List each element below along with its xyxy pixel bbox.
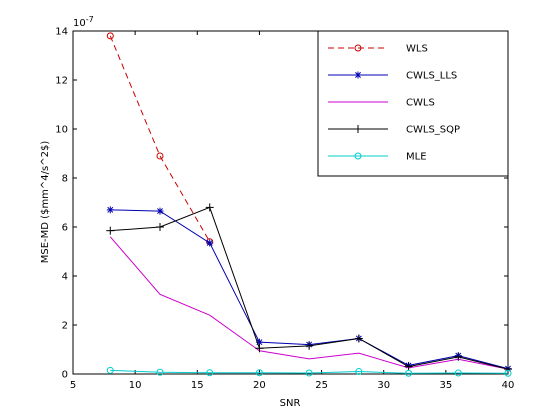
data-point bbox=[305, 369, 313, 377]
data-point bbox=[205, 203, 214, 212]
data-point bbox=[156, 223, 164, 231]
y-tick-label: 2 bbox=[62, 321, 68, 332]
data-point bbox=[354, 125, 362, 133]
data-point bbox=[255, 369, 263, 377]
legend-label: WLS bbox=[406, 44, 428, 55]
marker-stroke bbox=[107, 206, 114, 213]
marker-stroke bbox=[206, 239, 213, 246]
data-point bbox=[206, 369, 214, 377]
x-tick-label: 35 bbox=[439, 380, 452, 391]
axis-ticks: 5 10 15 20 25 30 35 40 0 2 4 6 8 10 12 14 bbox=[55, 27, 514, 392]
legend-box bbox=[317, 30, 509, 177]
legend-label: CWLS_LLS bbox=[406, 71, 457, 82]
legend-item: CWLS_LLS bbox=[328, 71, 457, 82]
y-tick-label: 14 bbox=[55, 27, 68, 38]
legend-item: CWLS_SQP bbox=[328, 125, 460, 136]
series-cwls-sqp bbox=[106, 203, 512, 374]
data-point bbox=[354, 334, 363, 343]
data-point bbox=[355, 368, 363, 376]
data-point bbox=[504, 365, 512, 374]
legend: WLS CWLS_LLS CWLS CWLS_SQP MLE bbox=[317, 30, 509, 177]
data-point bbox=[156, 152, 164, 160]
x-tick-label: 25 bbox=[315, 380, 328, 391]
data-point bbox=[106, 32, 114, 40]
data-point bbox=[106, 206, 114, 214]
y-tick-label: 12 bbox=[55, 76, 68, 87]
y-axis-label: MSE-MD ($mm^4/s^2$) bbox=[40, 141, 51, 264]
data-point bbox=[405, 369, 413, 377]
series-mle bbox=[106, 366, 512, 377]
data-point bbox=[206, 239, 214, 247]
y-exponent-base: 10 bbox=[73, 18, 86, 29]
legend-label: MLE bbox=[406, 152, 427, 163]
y-tick-label: 0 bbox=[62, 370, 68, 381]
data-point bbox=[404, 362, 413, 371]
series-layer bbox=[106, 32, 512, 377]
legend-item: WLS bbox=[328, 44, 428, 55]
y-tick-label: 8 bbox=[62, 174, 68, 185]
data-point bbox=[354, 152, 362, 160]
data-point bbox=[354, 71, 362, 79]
data-point bbox=[504, 369, 512, 377]
marker-stroke bbox=[157, 208, 163, 215]
legend-label: CWLS bbox=[406, 98, 435, 109]
y-tick-label: 4 bbox=[62, 272, 68, 283]
x-tick-label: 20 bbox=[253, 380, 266, 391]
x-tick-label: 10 bbox=[129, 380, 142, 391]
x-axis-label: SNR bbox=[280, 398, 301, 409]
legend-item: MLE bbox=[328, 152, 427, 163]
series-line bbox=[109, 236, 509, 370]
data-point bbox=[255, 344, 264, 353]
data-point bbox=[305, 341, 314, 350]
data-point bbox=[354, 44, 362, 52]
x-tick-label: 30 bbox=[377, 380, 390, 391]
data-point bbox=[106, 366, 114, 374]
legend-item: CWLS bbox=[328, 98, 435, 109]
x-tick-label: 15 bbox=[191, 380, 204, 391]
marker-stroke bbox=[355, 72, 361, 78]
data-point bbox=[106, 226, 115, 235]
x-tick-label: 40 bbox=[502, 380, 515, 391]
data-point bbox=[454, 352, 463, 361]
y-exponent-power: -7 bbox=[86, 15, 94, 24]
data-point bbox=[156, 368, 164, 376]
y-tick-label: 10 bbox=[55, 125, 68, 136]
data-point bbox=[454, 369, 462, 377]
data-point bbox=[156, 207, 164, 215]
series-cwls bbox=[109, 236, 509, 370]
legend-label: CWLS_SQP bbox=[406, 125, 460, 136]
y-tick-label: 6 bbox=[62, 223, 68, 234]
y-exponent: 10-7 bbox=[73, 15, 94, 29]
x-tick-label: 5 bbox=[70, 380, 76, 391]
series-line bbox=[109, 35, 211, 242]
series-line bbox=[110, 369, 509, 374]
